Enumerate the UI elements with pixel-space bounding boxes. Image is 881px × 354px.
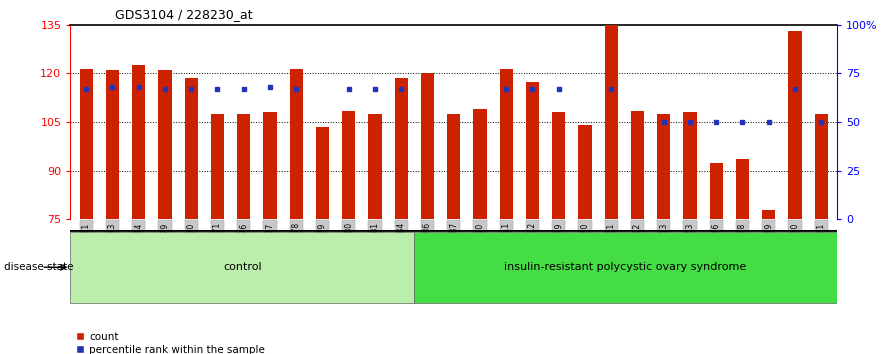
Bar bbox=[106, 70, 119, 219]
Text: insulin-resistant polycystic ovary syndrome: insulin-resistant polycystic ovary syndr… bbox=[505, 262, 746, 272]
Text: control: control bbox=[223, 262, 262, 272]
Bar bbox=[709, 163, 722, 219]
FancyBboxPatch shape bbox=[414, 232, 837, 303]
Bar bbox=[552, 113, 566, 219]
Bar bbox=[631, 111, 644, 219]
Bar bbox=[368, 114, 381, 219]
Bar bbox=[132, 65, 145, 219]
Bar bbox=[788, 31, 802, 219]
Bar bbox=[736, 159, 749, 219]
Bar bbox=[473, 109, 486, 219]
Bar bbox=[342, 111, 355, 219]
Legend: count, percentile rank within the sample: count, percentile rank within the sample bbox=[76, 332, 265, 354]
Bar bbox=[604, 25, 618, 219]
Bar bbox=[237, 114, 250, 219]
Bar bbox=[762, 210, 775, 219]
Text: disease state: disease state bbox=[4, 262, 74, 272]
Text: GDS3104 / 228230_at: GDS3104 / 228230_at bbox=[115, 8, 252, 21]
FancyBboxPatch shape bbox=[70, 232, 414, 303]
Bar bbox=[159, 70, 172, 219]
Bar bbox=[815, 114, 828, 219]
Bar bbox=[657, 114, 670, 219]
Bar bbox=[684, 113, 697, 219]
Bar bbox=[263, 113, 277, 219]
Bar bbox=[185, 78, 198, 219]
Bar bbox=[290, 69, 303, 219]
Bar bbox=[316, 127, 329, 219]
Bar bbox=[526, 81, 539, 219]
Bar bbox=[500, 69, 513, 219]
Bar bbox=[395, 78, 408, 219]
Bar bbox=[448, 114, 460, 219]
Bar bbox=[421, 74, 434, 219]
Bar bbox=[211, 114, 224, 219]
Bar bbox=[79, 69, 93, 219]
Bar bbox=[579, 125, 591, 219]
